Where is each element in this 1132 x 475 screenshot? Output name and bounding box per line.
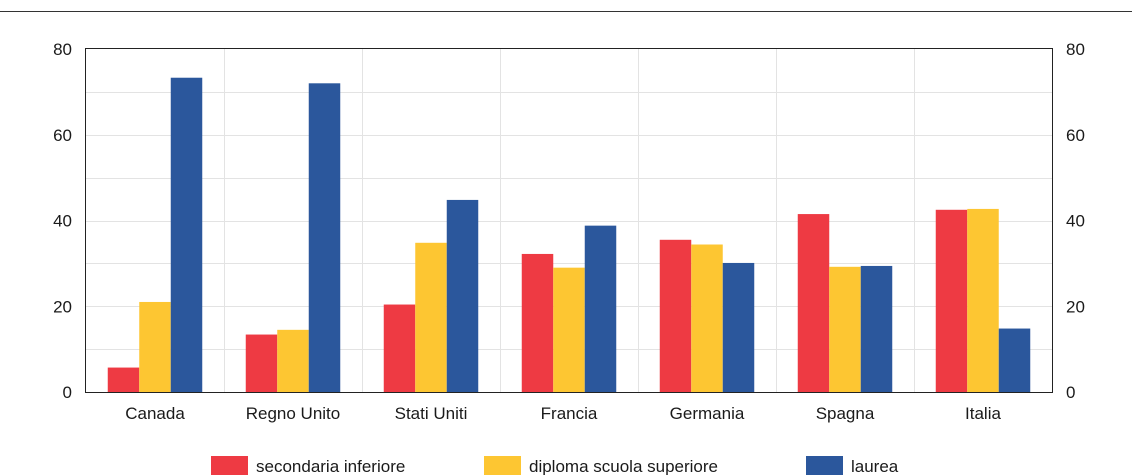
bar — [139, 301, 171, 392]
y-tick-label-right: 80 — [1066, 40, 1085, 59]
bar — [277, 329, 309, 392]
bar — [659, 239, 692, 392]
bar — [521, 253, 554, 392]
bar — [797, 214, 830, 392]
x-tick-label: Canada — [125, 404, 185, 423]
x-tick-label: Regno Unito — [246, 404, 341, 423]
bars — [107, 77, 1031, 393]
bar — [998, 328, 1031, 392]
bar — [383, 304, 416, 392]
x-tick-label: Stati Uniti — [395, 404, 468, 423]
bar — [691, 244, 723, 392]
bar — [967, 208, 999, 392]
bar — [722, 262, 755, 392]
x-tick-label: Germania — [670, 404, 745, 423]
y-tick-label-left: 0 — [63, 383, 72, 402]
y-axis-right: 0 20 40 60 80 — [1066, 40, 1085, 402]
y-tick-label-right: 0 — [1066, 383, 1075, 402]
x-tick-label: Spagna — [816, 404, 875, 423]
plot-frame — [85, 48, 1053, 393]
legend-label: diploma scuola superiore — [529, 457, 718, 475]
legend: secondaria inferiore diploma scuola super… — [211, 456, 899, 475]
bar — [935, 209, 968, 392]
legend-swatch — [806, 456, 843, 475]
y-tick-label-left: 40 — [53, 212, 72, 231]
legend-label: laurea — [851, 457, 899, 475]
y-tick-label-left: 20 — [53, 297, 72, 316]
legend-label: secondaria inferiore — [256, 457, 405, 475]
bar — [584, 225, 617, 392]
y-tick-label-right: 60 — [1066, 126, 1085, 145]
bar — [446, 199, 479, 392]
bar — [860, 265, 893, 392]
bar — [415, 242, 447, 392]
x-tick-label: Francia — [541, 404, 598, 423]
bar — [245, 334, 278, 392]
bar — [107, 367, 140, 392]
y-tick-label-left: 80 — [53, 40, 72, 59]
y-tick-label-right: 40 — [1066, 212, 1085, 231]
grid — [86, 49, 1052, 392]
x-axis: Canada Regno Unito Stati Uniti Francia Germa… — [125, 404, 1001, 423]
bar — [308, 83, 341, 393]
legend-swatch — [484, 456, 521, 475]
bar — [553, 267, 585, 392]
bar — [829, 266, 861, 392]
y-tick-label-left: 60 — [53, 126, 72, 145]
bar — [170, 77, 203, 392]
y-axis-left: 0 20 40 60 80 — [53, 40, 72, 402]
y-tick-label-right: 20 — [1066, 297, 1085, 316]
legend-swatch — [211, 456, 248, 475]
x-tick-label: Italia — [965, 404, 1001, 423]
